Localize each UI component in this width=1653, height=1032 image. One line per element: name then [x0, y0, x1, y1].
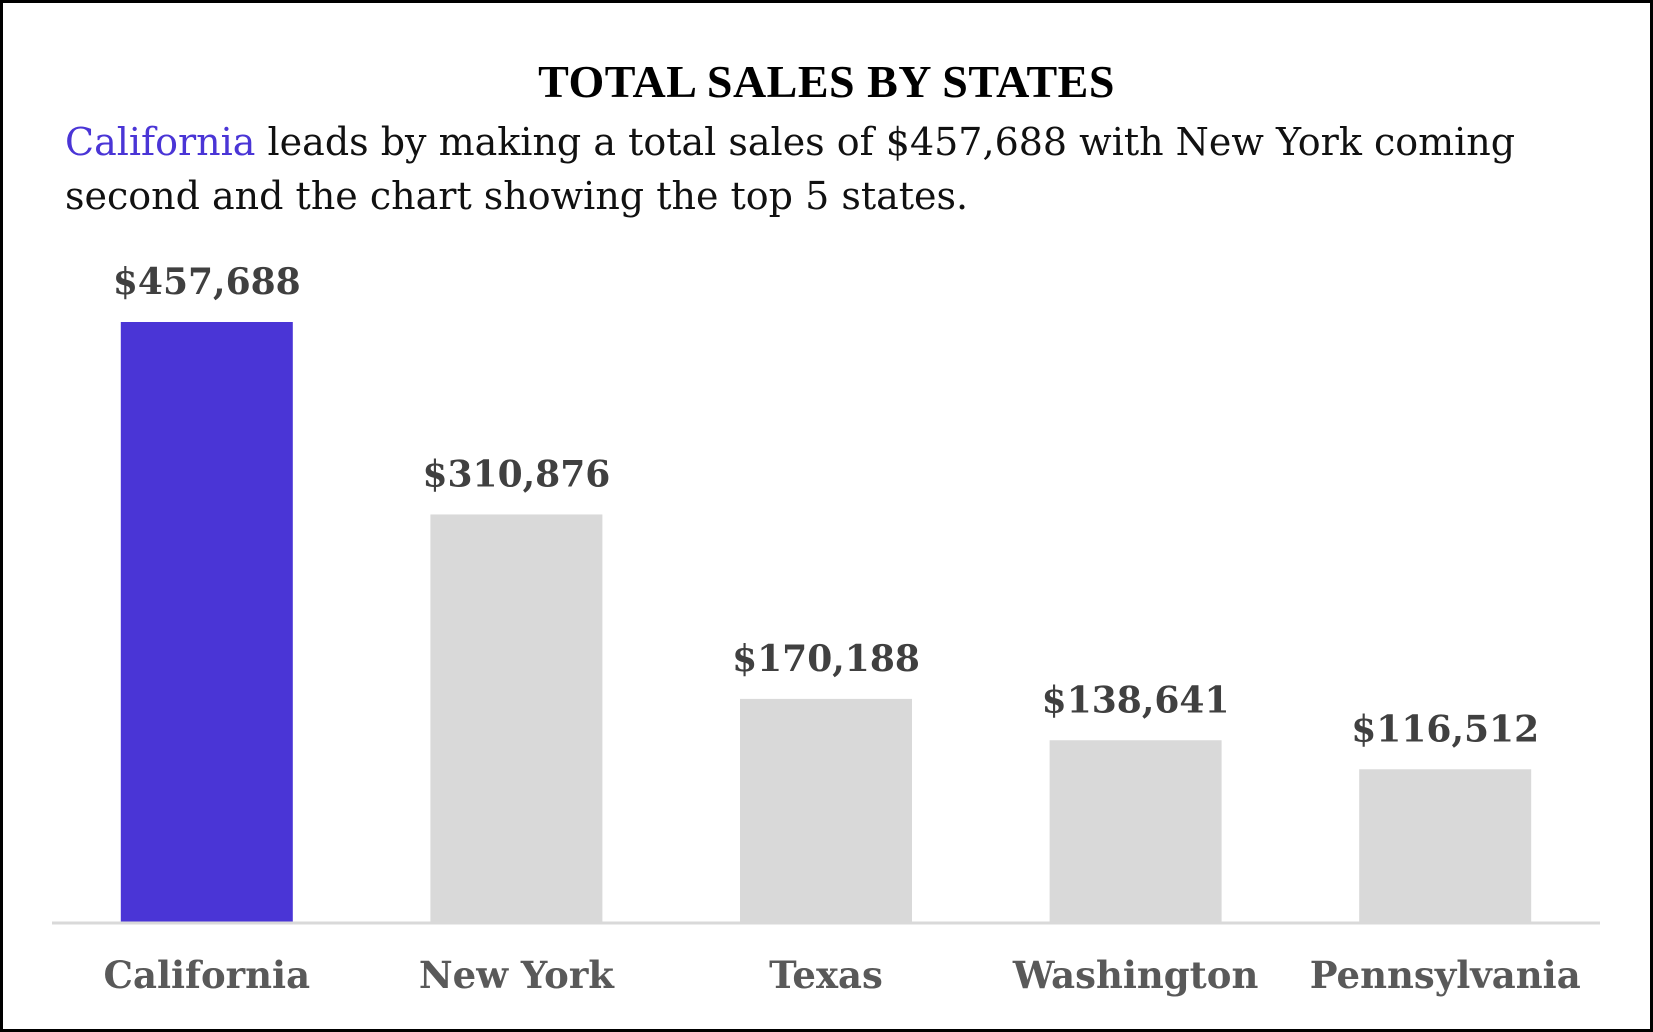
- bar-california: [120, 322, 293, 922]
- bar-new-york: [430, 514, 603, 922]
- category-label-texas: Texas: [769, 953, 883, 997]
- data-label-pennsylvania: $116,512: [1351, 708, 1539, 750]
- bar-pennsylvania: [1359, 769, 1532, 922]
- data-label-california: $457,688: [113, 261, 301, 303]
- bars-group: [120, 322, 1532, 922]
- category-label-washington: Washington: [1012, 953, 1259, 997]
- category-label-pennsylvania: Pennsylvania: [1310, 953, 1581, 997]
- bar-washington: [1049, 740, 1222, 922]
- data-label-texas: $170,188: [732, 638, 920, 680]
- subtitle-text: leads by making a total sales of $457,68…: [65, 120, 1516, 218]
- category-label-new-york: New York: [419, 953, 615, 997]
- subtitle-highlight: California: [65, 120, 256, 164]
- data-label-washington: $138,641: [1042, 679, 1230, 721]
- chart-subtitle: California leads by making a total sales…: [65, 115, 1585, 223]
- bar-texas: [740, 698, 912, 922]
- value-labels-group: $457,688 $310,876 $170,188 $138,641 $116,512: [113, 261, 1539, 750]
- category-label-california: California: [104, 953, 311, 997]
- chart-title: TOTAL SALES BY STATES: [538, 56, 1115, 107]
- category-labels-group: California New York Texas Washington Pennsyl…: [104, 953, 1581, 997]
- data-label-new-york: $310,876: [422, 453, 610, 495]
